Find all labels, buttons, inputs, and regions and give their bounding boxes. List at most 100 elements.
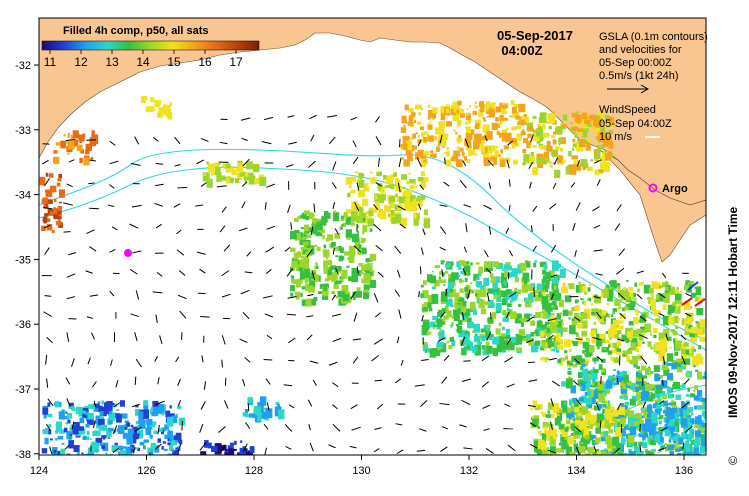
sst-pixel [654,402,659,407]
sst-pixel [475,153,478,156]
sst-pixel [588,282,593,286]
sst-pixel [481,136,485,139]
sst-pixel [482,117,486,120]
sst-pixel [355,238,358,241]
sst-pixel [361,173,365,177]
sst-pixel [628,410,635,418]
velocity-arrow [221,206,227,213]
velocity-arrow [484,135,488,142]
sst-pixel [471,291,474,294]
sst-pixel [532,145,537,148]
velocity-arrow [310,226,314,236]
sst-pixel [626,358,631,362]
sst-pixel [652,327,658,333]
sst-pixel [681,361,684,365]
velocity-arrow [93,400,96,408]
sst-pixel [408,172,411,175]
velocity-arrow [371,354,379,362]
sst-pixel [474,333,478,338]
velocity-arrow [263,359,273,361]
velocity-arrow [373,293,379,303]
sst-pixel [575,332,579,337]
sst-pixel [410,114,416,118]
sst-pixel [550,428,557,440]
velocity-arrow [507,140,514,146]
velocity-arrow [42,159,49,165]
sst-pixel [446,151,450,157]
velocity-arrow [658,292,666,299]
sst-pixel [323,285,328,291]
sst-pixel [544,321,549,325]
argo-float-marker[interactable] [124,249,132,257]
sst-pixel [663,292,670,303]
sst-pixel [433,324,436,328]
sst-pixel [65,411,68,414]
velocity-arrow [490,312,492,320]
sst-pixel [568,348,572,352]
velocity-arrow [354,202,360,212]
sst-pixel [348,254,355,264]
sst-pixel [146,419,153,425]
sst-pixel [543,425,547,430]
sst-pixel [671,454,679,455]
sst-pixel [246,161,253,170]
argo-float-marker[interactable] [648,183,658,193]
sst-pixel [375,201,380,209]
sst-pixel [634,308,639,313]
velocity-arrow [616,402,622,411]
sst-pixel [468,151,472,157]
sst-pixel [450,324,453,328]
sst-pixel [642,435,646,441]
plot-border [38,17,707,456]
sst-pixel [365,211,371,215]
sst-pixel [409,179,416,184]
sst-pixel [490,277,497,283]
sst-pixel [693,447,699,455]
sst-pixel [571,147,574,151]
sst-pixel [657,400,662,406]
sst-pixel [361,218,366,222]
sst-pixel [380,210,387,220]
sst-pixel [671,401,677,407]
sst-pixel [582,368,589,378]
sst-pixel [577,128,583,133]
sst-pixel [517,133,523,140]
sst-pixel [87,416,94,425]
velocity-arrow [553,157,559,165]
sst-pixel [117,425,125,432]
sst-pixel [261,411,267,419]
sst-pixel [611,378,616,382]
sst-pixel [574,402,579,407]
sst-pixel [432,315,437,321]
sst-pixel [427,116,431,120]
sst-pixel [605,339,610,344]
sst-pixel [424,209,428,216]
sst-pixel [695,286,702,296]
sst-pixel [383,175,387,180]
sst-pixel [167,442,171,446]
sst-pixel [359,206,364,213]
sst-pixel [365,289,368,293]
sst-pixel [685,444,691,453]
sst-pixel [588,123,592,127]
colorbar-tick-label: 11 [44,55,57,69]
velocity-arrow [397,205,406,211]
sst-pixel [416,198,421,202]
sst-pixel [622,350,629,358]
sst-pixel [635,391,642,399]
sst-pixel [415,132,419,135]
sst-pixel [540,126,544,130]
sst-pixel [635,347,639,353]
sst-pixel [541,447,549,455]
sst-pixel [69,427,73,432]
sst-pixel [510,311,517,319]
velocity-arrow [177,294,187,300]
sst-pixel [299,232,303,238]
colorbar-tick-label: 15 [167,55,181,69]
sst-pixel [645,371,648,374]
velocity-arrow [111,226,118,231]
sst-pixel [634,297,637,301]
velocity-arrow [334,228,339,235]
sst-pixel [457,140,461,144]
velocity-arrow [112,425,118,435]
